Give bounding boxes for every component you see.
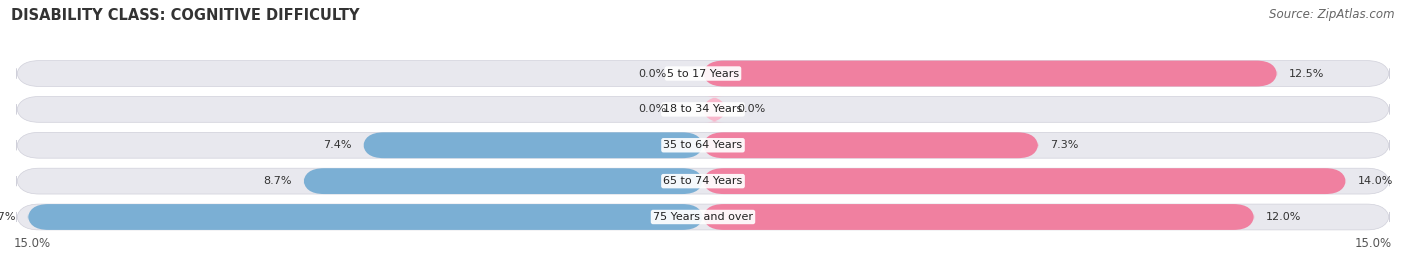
FancyBboxPatch shape [17,168,1389,194]
Text: 35 to 64 Years: 35 to 64 Years [664,140,742,150]
Text: 75 Years and over: 75 Years and over [652,212,754,222]
FancyBboxPatch shape [703,204,1254,230]
FancyBboxPatch shape [304,168,703,194]
Text: 7.3%: 7.3% [1050,140,1078,150]
Text: 8.7%: 8.7% [263,176,292,186]
FancyBboxPatch shape [17,97,1389,122]
FancyBboxPatch shape [703,132,1038,158]
Text: 65 to 74 Years: 65 to 74 Years [664,176,742,186]
FancyBboxPatch shape [703,61,1277,86]
Text: 12.0%: 12.0% [1265,212,1301,222]
FancyBboxPatch shape [703,97,725,122]
FancyBboxPatch shape [17,61,1389,86]
Text: 5 to 17 Years: 5 to 17 Years [666,69,740,79]
Text: 14.0%: 14.0% [1358,176,1393,186]
FancyBboxPatch shape [703,168,1346,194]
Text: 18 to 34 Years: 18 to 34 Years [664,104,742,114]
Text: 15.0%: 15.0% [14,237,51,250]
Text: 0.0%: 0.0% [638,69,666,79]
Text: 15.0%: 15.0% [1355,237,1392,250]
Text: 0.0%: 0.0% [738,104,766,114]
Text: Source: ZipAtlas.com: Source: ZipAtlas.com [1270,8,1395,21]
FancyBboxPatch shape [363,132,703,158]
Text: 14.7%: 14.7% [0,212,17,222]
Text: 0.0%: 0.0% [638,104,666,114]
Text: 7.4%: 7.4% [323,140,352,150]
FancyBboxPatch shape [17,132,1389,158]
FancyBboxPatch shape [17,204,1389,230]
FancyBboxPatch shape [28,204,703,230]
Text: DISABILITY CLASS: COGNITIVE DIFFICULTY: DISABILITY CLASS: COGNITIVE DIFFICULTY [11,8,360,23]
Text: 12.5%: 12.5% [1289,69,1324,79]
